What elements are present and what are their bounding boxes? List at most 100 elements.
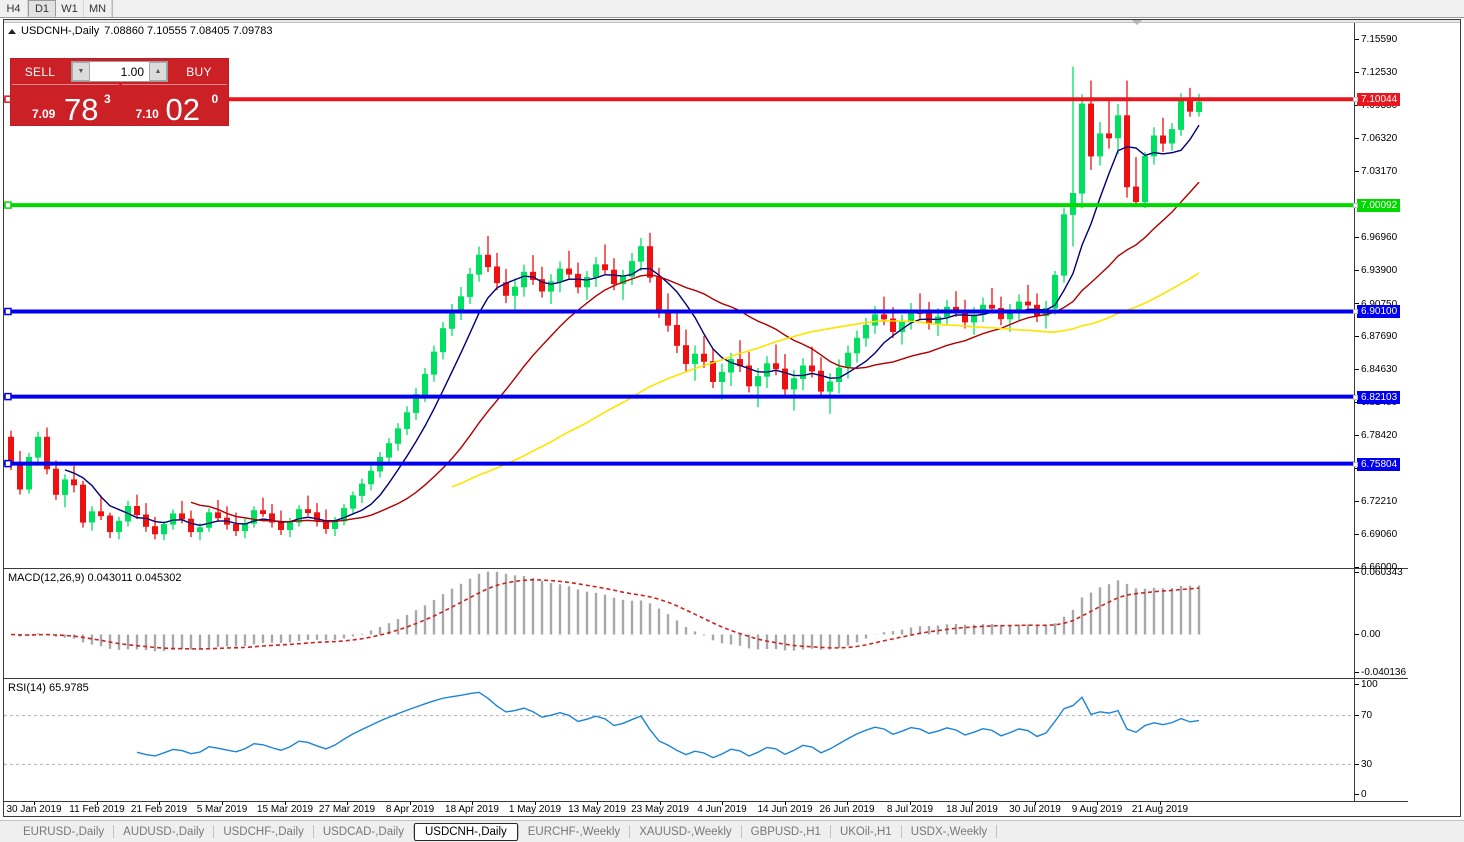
tab-separator — [412, 825, 414, 838]
date-tick — [535, 802, 536, 805]
price-tick: 6.96960 — [1355, 232, 1409, 244]
rsi-tick: 70 — [1355, 710, 1409, 722]
price-tick: 6.78420 — [1355, 430, 1409, 442]
symbol-tab-gbpusd[interactable]: GBPUSD-,H1 — [750, 825, 821, 838]
symbol-tab-ukoil[interactable]: UKOil-,H1 — [839, 825, 892, 838]
rsi-pane[interactable]: RSI(14) 65.9785 100 70 30 0 — [4, 678, 1408, 801]
price-tick: 6.90750 — [1355, 299, 1409, 311]
candlestick-series — [8, 66, 1203, 541]
price-scale[interactable]: 7.155907.125307.093807.063207.031706.999… — [1353, 23, 1409, 573]
level-anchor-support-blue-2[interactable] — [4, 392, 12, 401]
macd-tick: 0.060343 — [1355, 567, 1409, 579]
oct-price-row: 7.09 78 3 7.10 02 0 — [11, 84, 228, 126]
rsi-plot — [4, 691, 1354, 765]
symbol-tab-usdcnh[interactable]: USDCNH-,Daily — [413, 822, 518, 841]
date-tick — [1160, 802, 1161, 805]
date-label: 13 May 2019 — [568, 804, 626, 815]
date-label: 1 May 2019 — [508, 804, 562, 815]
badge-anchor-icon — [1353, 203, 1358, 209]
rsi-tick: 0 — [1355, 789, 1409, 801]
date-label: 9 Aug 2019 — [1071, 804, 1123, 815]
price-tick: 7.15590 — [1355, 34, 1409, 46]
level-anchor-support-blue-1[interactable] — [4, 307, 12, 316]
buy-button[interactable]: BUY — [186, 64, 212, 79]
date-axis[interactable]: 30 Jan 2019 11 Feb 2019 21 Feb 2019 5 Mar 2… — [4, 801, 1408, 816]
price-tick: 6.87690 — [1355, 331, 1409, 343]
symbol-tab-bar[interactable]: EURUSD-,Daily AUDUSD-,Daily USDCHF-,Daily U… — [0, 820, 1464, 842]
ma-slow-line — [451, 272, 1200, 488]
date-tick — [910, 802, 911, 805]
date-label: 4 Jun 2019 — [697, 804, 747, 815]
symbol-tab-audusd[interactable]: AUDUSD-,Daily — [123, 825, 205, 838]
price-badge-support-green[interactable]: 7.00092 — [1353, 199, 1401, 213]
tab-separator — [517, 825, 519, 838]
price-badge-resistance-red[interactable]: 7.10044 — [1353, 93, 1401, 107]
tab-separator — [740, 825, 742, 838]
timeframe-mn[interactable]: MN — [84, 0, 112, 17]
date-label: 23 May 2019 — [631, 804, 689, 815]
date-label: 8 Jul 2019 — [886, 804, 934, 815]
timeframe-h4[interactable]: H4 — [0, 0, 28, 17]
volume-stepper[interactable]: ▼ 1.00 ▲ — [71, 61, 168, 82]
macd-tick: 0.00 — [1355, 629, 1409, 641]
sell-button[interactable]: SELL — [24, 64, 56, 79]
rsi-scale[interactable]: 100 70 30 0 — [1354, 679, 1408, 801]
date-tick — [660, 802, 661, 805]
date-label: 11 Feb 2019 — [69, 804, 125, 815]
price-badge-support-blue-1[interactable]: 6.90100 — [1353, 305, 1401, 319]
symbol-tab-usdx[interactable]: USDX-,Weekly — [910, 825, 988, 838]
date-tick — [34, 802, 35, 805]
date-tick — [785, 802, 786, 805]
volume-decrease-icon[interactable]: ▼ — [72, 62, 90, 81]
macd-histogram — [18, 571, 1201, 652]
price-badge-support-blue-3[interactable]: 6.75804 — [1353, 457, 1401, 471]
sell-price-display[interactable]: 7.09 78 3 — [12, 84, 120, 126]
price-tick: 6.84630 — [1355, 364, 1409, 376]
tab-separator — [113, 825, 115, 838]
timeframe-w1[interactable]: W1 — [56, 0, 84, 17]
macd-tick: -0.040136 — [1355, 667, 1409, 679]
date-tick — [347, 802, 348, 805]
symbol-tab-eurusd[interactable]: EURUSD-,Daily — [23, 825, 105, 838]
chart-frame[interactable]: 7.155907.125307.093807.063207.031706.999… — [3, 19, 1461, 817]
date-tick — [1035, 802, 1036, 805]
level-anchor-support-blue-3[interactable] — [4, 459, 12, 468]
volume-input[interactable]: 1.00 — [120, 64, 144, 79]
volume-increase-icon[interactable]: ▲ — [149, 62, 167, 81]
date-tick — [410, 802, 411, 805]
date-tick — [1097, 802, 1098, 805]
triangle-up-icon — [8, 28, 16, 34]
tab-separator — [829, 825, 831, 838]
symbol-tab-xauusd[interactable]: XAUUSD-,Weekly — [639, 825, 732, 838]
level-anchor-support-green[interactable] — [4, 201, 12, 209]
symbol-tab-usdcad[interactable]: USDCAD-,Daily — [322, 825, 404, 838]
price-tick: 7.06320 — [1355, 133, 1409, 145]
date-tick — [472, 802, 473, 805]
macd-plot — [10, 571, 1201, 652]
chart-scroll-strip[interactable] — [4, 20, 1460, 23]
sell-price-fraction: 3 — [104, 92, 111, 106]
price-plot — [4, 66, 1354, 541]
sell-price-prefix: 7.09 — [32, 107, 56, 121]
date-label: 21 Aug 2019 — [1131, 804, 1189, 815]
date-label: 27 Mar 2019 — [318, 804, 376, 815]
symbol-header: USDCNH-,Daily 7.08860 7.10555 7.08405 7.… — [8, 25, 272, 37]
price-pane[interactable]: 7.155907.125307.093807.063207.031706.999… — [4, 23, 1409, 573]
sell-price-big: 78 — [64, 92, 99, 127]
date-label: 18 Apr 2019 — [445, 804, 499, 815]
rsi-label: RSI(14) 65.9785 — [8, 682, 89, 694]
date-label: 8 Apr 2019 — [385, 804, 435, 815]
buy-price-fraction: 0 — [211, 92, 219, 106]
macd-pane[interactable]: MACD(12,26,9) 0.043011 0.045302 0.060343… — [4, 567, 1409, 679]
timeframe-d1[interactable]: D1 — [28, 0, 56, 17]
price-badge-support-blue-2[interactable]: 6.82103 — [1353, 390, 1401, 404]
macd-scale[interactable]: 0.060343 0.00 -0.040136 — [1354, 567, 1409, 679]
symbol-tab-usdchf[interactable]: USDCHF-,Daily — [223, 825, 304, 838]
buy-price-display[interactable]: 7.10 02 0 — [121, 84, 227, 126]
one-click-trading-panel[interactable]: SELL ▼ 1.00 ▲ BUY 7.09 78 3 7.10 02 0 — [10, 58, 229, 126]
date-tick — [285, 802, 286, 805]
date-tick — [159, 802, 160, 805]
badge-anchor-icon — [1353, 97, 1358, 103]
symbol-tab-eurchf[interactable]: EURCHF-,Weekly — [527, 825, 621, 838]
